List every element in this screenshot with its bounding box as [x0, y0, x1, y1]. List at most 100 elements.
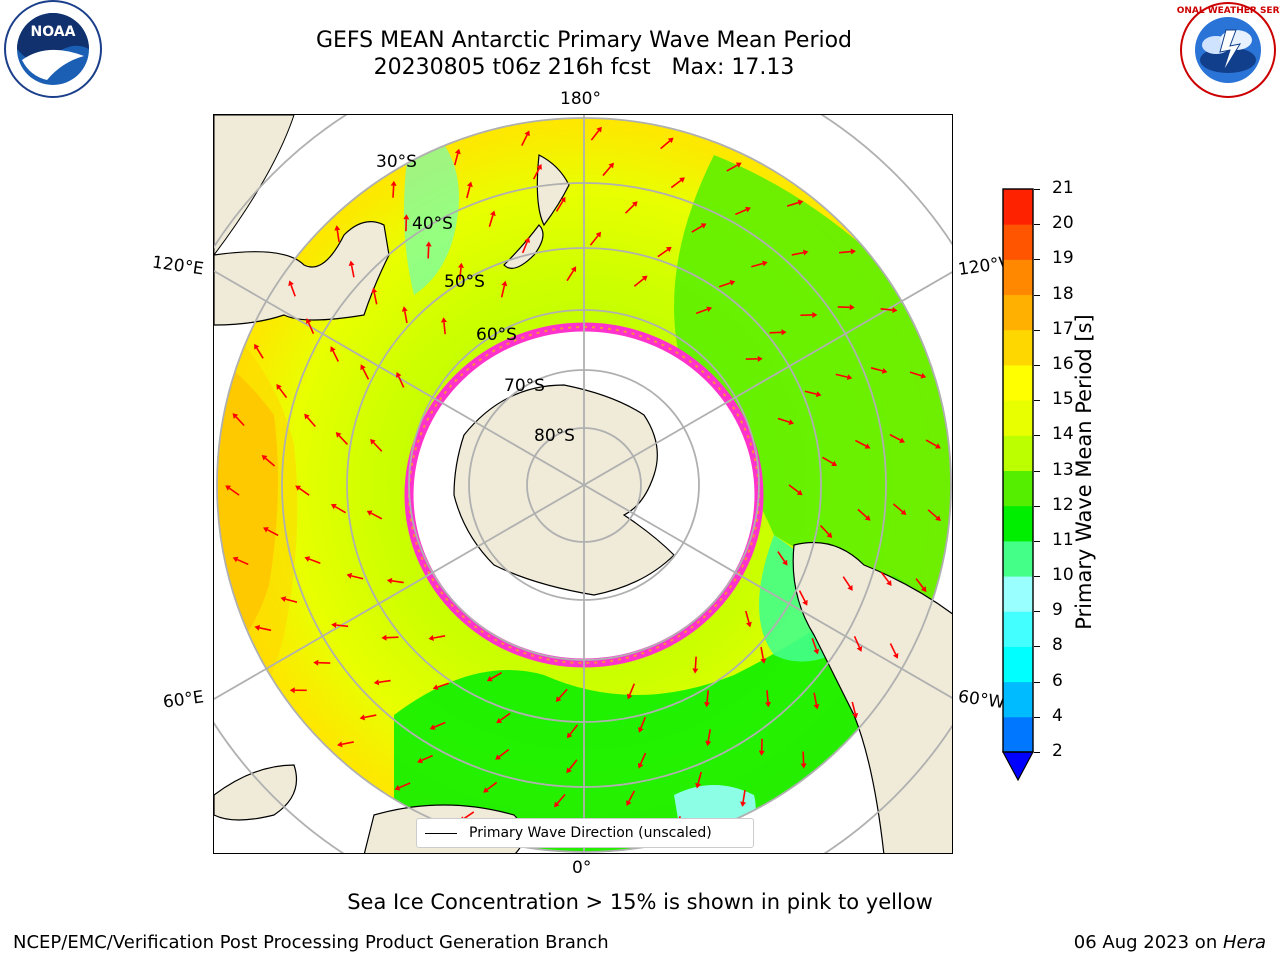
wave-arrow-head	[626, 693, 633, 700]
lon-label-0: 0°	[572, 858, 592, 878]
wave-arrow-head	[331, 622, 337, 629]
wave-arrow	[786, 201, 799, 207]
colorbar-tick-mark	[1034, 189, 1040, 190]
footer-date: 06 Aug 2023 on	[1073, 932, 1223, 953]
wave-arrow	[813, 692, 818, 705]
wave-arrow	[798, 590, 806, 602]
colorbar-tick-mark	[1034, 576, 1040, 578]
wave-arrow-head	[381, 634, 387, 641]
wave-arrow-head	[638, 727, 644, 733]
wave-arrow	[628, 790, 636, 802]
wave-arrow-head	[631, 201, 638, 207]
wave-arrow	[391, 580, 404, 584]
wave-arrow-head	[263, 527, 269, 533]
wave-arrow-head	[330, 346, 336, 353]
wave-arrow-head	[366, 510, 373, 516]
wave-arrow	[569, 724, 579, 735]
colorbar-segment	[1003, 224, 1033, 260]
colorbar-segment	[1003, 364, 1033, 401]
colorbar-segment	[1003, 540, 1033, 577]
colorbar-tick-label: 17	[1052, 318, 1074, 339]
wave-arrow-head	[330, 504, 337, 510]
wave-arrow-head	[386, 577, 393, 584]
legend-line-icon	[425, 832, 457, 834]
wave-arrow	[842, 576, 851, 588]
wave-arrow-head	[483, 787, 489, 793]
wave-arrow-head	[797, 199, 804, 206]
wave-arrow	[556, 793, 566, 805]
wave-arrow-head	[555, 696, 562, 703]
wave-arrow	[695, 308, 708, 315]
wave-arrow-head	[665, 246, 672, 253]
wave-arrow	[370, 512, 383, 520]
wave-arrow	[521, 134, 528, 147]
wave-arrow	[660, 140, 671, 150]
wave-arrow	[628, 683, 636, 696]
wave-arrow	[351, 575, 364, 580]
wave-arrow	[307, 322, 315, 334]
wave-arrow-head	[813, 648, 820, 655]
colorbar-segment	[1003, 611, 1033, 647]
wave-arrow-head	[566, 767, 572, 774]
wave-arrow-head	[847, 585, 853, 591]
wave-arrow	[697, 771, 702, 784]
wave-arrow-head	[225, 485, 232, 491]
colorbar-tick-mark	[1034, 400, 1040, 402]
wave-direction-arrows	[225, 126, 941, 844]
wave-arrow-head	[390, 180, 397, 186]
wave-arrow-head	[440, 317, 447, 323]
wave-arrow	[437, 682, 450, 688]
wave-arrow	[590, 130, 600, 141]
colorbar-tick-label: 19	[1052, 248, 1074, 269]
wave-arrow-head	[920, 372, 927, 379]
wave-arrow	[364, 714, 377, 719]
wave-arrow	[336, 624, 349, 628]
wave-arrow-head	[486, 676, 493, 682]
wave-arrow	[341, 741, 354, 746]
wave-arrow-head	[295, 485, 302, 491]
land-new-zealand-south	[503, 224, 544, 269]
wave-arrow	[691, 225, 703, 233]
wave-arrow-head	[864, 515, 871, 521]
colorbar-segment	[1003, 505, 1033, 542]
colorbar-tick-label: 20	[1052, 213, 1074, 234]
colorbar-segment	[1003, 681, 1033, 718]
map-canvas: 30°S 40°S 50°S 60°S 70°S 80°S	[214, 115, 952, 853]
wave-arrow-head	[554, 801, 560, 808]
wave-arrow	[433, 721, 446, 728]
wave-arrow-head	[346, 572, 353, 579]
legend-label: Primary Wave Direction (unscaled)	[469, 825, 712, 841]
wave-arrow-head	[337, 741, 343, 748]
wave-arrow	[403, 311, 408, 324]
colorbar-tick-mark	[1034, 435, 1040, 437]
land-south-america	[792, 541, 952, 853]
wave-arrow	[851, 701, 856, 714]
chart-title-line1: GEFS MEAN Antarctic Primary Wave Mean Pe…	[315, 28, 853, 53]
sea-ice-note: Sea Ice Concentration > 15% is shown in …	[347, 890, 933, 914]
wave-arrow	[640, 716, 647, 729]
wave-arrow	[397, 376, 405, 388]
land-madagascar	[214, 764, 298, 821]
wave-arrow	[777, 417, 790, 423]
wave-arrow-head	[813, 703, 820, 710]
colorbar-tick-mark	[1034, 752, 1040, 753]
wave-arrow-head	[570, 266, 577, 273]
lat-label-40s: 40°S	[412, 214, 453, 234]
wave-arrow-head	[254, 624, 260, 631]
wave-arrow-head	[757, 355, 763, 362]
wave-arrow-head	[496, 717, 503, 724]
wave-arrow	[742, 790, 746, 803]
wave-arrow	[386, 636, 399, 639]
colorbar-tick-label: 15	[1052, 389, 1074, 410]
wave-arrow-head	[812, 311, 818, 318]
wave-arrow-head	[729, 279, 736, 286]
colorbar-tick-mark	[1034, 259, 1040, 261]
wave-arrow-head	[232, 413, 239, 419]
wave-arrow-head	[735, 162, 742, 168]
wave-arrow-head	[852, 712, 859, 719]
wave-arrow-head	[637, 762, 644, 769]
wave-arrow-head	[762, 260, 768, 267]
wave-arrow	[264, 457, 276, 467]
wave-arrow	[488, 215, 494, 228]
wave-arrow	[278, 387, 288, 399]
